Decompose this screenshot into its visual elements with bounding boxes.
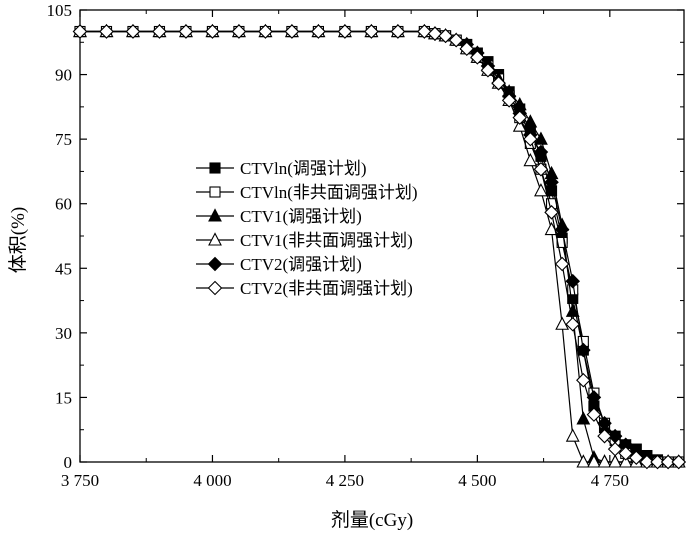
x-tick-label: 4 750	[591, 471, 629, 490]
legend-marker	[208, 232, 222, 246]
data-point	[608, 454, 623, 468]
legend-label: CTVln(非共面调强计划)	[240, 183, 418, 202]
data-point	[586, 390, 602, 405]
y-axis-ticks: 0 15 30 45 60 75 90 105	[47, 1, 684, 472]
legend-label: CTVln(调强计划)	[240, 159, 367, 178]
data-point	[491, 75, 506, 91]
legend-entry: CTV2(调强计划)	[196, 255, 362, 274]
data-point	[205, 24, 220, 39]
data-point	[533, 161, 549, 177]
legend-entry: CTV1(非共面调强计划)	[196, 231, 413, 250]
legend-marker	[207, 280, 223, 296]
data-point	[607, 441, 623, 457]
x-axis-title: 剂量(cGy)	[331, 509, 413, 531]
data-point	[72, 24, 88, 39]
data-point	[512, 118, 527, 132]
data-point	[390, 24, 406, 39]
y-tick-label: 0	[64, 453, 73, 472]
data-point	[480, 62, 496, 78]
legend-marker	[209, 186, 221, 198]
data-point	[660, 454, 676, 470]
data-point	[178, 24, 194, 39]
legend-marker	[208, 208, 222, 222]
data-point	[501, 93, 517, 108]
data-point	[639, 454, 655, 470]
data-point	[618, 446, 633, 461]
data-point	[231, 24, 247, 39]
data-point	[523, 152, 538, 167]
data-point	[587, 454, 601, 468]
data-point	[534, 183, 548, 197]
x-tick-label: 4 250	[326, 471, 364, 490]
data-point	[576, 411, 591, 425]
legend-entry: CTVln(非共面调强计划)	[196, 183, 418, 202]
series-6	[72, 24, 686, 470]
data-point	[311, 24, 326, 39]
data-point	[576, 372, 591, 388]
y-tick-label: 75	[55, 130, 72, 149]
legend-label: CTV1(调强计划)	[240, 207, 362, 226]
y-tick-label: 15	[55, 388, 72, 407]
x-tick-label: 4 000	[193, 471, 231, 490]
data-point	[629, 450, 644, 465]
data-point	[618, 454, 633, 468]
data-point	[512, 110, 528, 125]
legend-marker	[207, 256, 223, 272]
data-point	[152, 24, 167, 39]
data-point	[544, 174, 559, 190]
legend-marker	[209, 162, 221, 174]
data-point	[650, 454, 665, 470]
data-point	[284, 24, 300, 39]
y-tick-label: 60	[55, 195, 72, 214]
data-point	[438, 28, 453, 44]
data-point	[597, 454, 612, 468]
x-tick-label: 3 750	[61, 471, 99, 490]
data-point	[364, 24, 379, 39]
data-point	[417, 24, 432, 39]
legend-label: CTV1(非共面调强计划)	[240, 231, 413, 250]
data-point	[671, 454, 686, 470]
data-point	[258, 24, 273, 39]
data-point	[565, 316, 581, 332]
y-axis-title: 体积(%)	[7, 207, 29, 273]
data-point	[554, 256, 570, 272]
data-point	[337, 24, 353, 39]
legend-entry: CTV2(非共面调强计划)	[196, 279, 413, 298]
data-point	[125, 24, 141, 39]
data-point	[576, 454, 591, 468]
data-point	[99, 24, 114, 39]
y-tick-label: 105	[47, 1, 73, 20]
data-point	[554, 222, 570, 237]
legend-label: CTV2(非共面调强计划)	[240, 279, 413, 298]
data-point	[534, 131, 548, 145]
legend-entry: CTVln(调强计划)	[196, 159, 367, 178]
data-point	[576, 342, 591, 358]
y-tick-label: 45	[55, 259, 72, 278]
data-point	[597, 428, 612, 444]
data-point	[555, 316, 570, 330]
data-point	[427, 26, 443, 41]
data-point	[470, 50, 485, 65]
data-point	[586, 407, 602, 422]
data-point	[448, 32, 464, 48]
y-tick-label: 30	[55, 324, 72, 343]
x-tick-label: 4 500	[458, 471, 496, 490]
series-layer	[72, 23, 686, 470]
legend-label: CTV2(调强计划)	[240, 255, 362, 274]
data-point	[533, 144, 549, 160]
data-point	[523, 131, 538, 147]
legend-entry: CTV1(调强计划)	[196, 207, 362, 226]
data-point	[523, 114, 538, 128]
data-point	[544, 205, 559, 220]
y-tick-label: 90	[55, 66, 72, 85]
data-point	[565, 273, 581, 289]
data-point	[565, 428, 580, 442]
x-axis-ticks: 3 750 4 000 4 250 4 500 4 750	[61, 10, 629, 490]
data-point	[459, 41, 475, 57]
legend: CTVln(调强计划) CTVln(非共面调强计划) CTV1(调强计划) CTV1(…	[196, 159, 418, 298]
